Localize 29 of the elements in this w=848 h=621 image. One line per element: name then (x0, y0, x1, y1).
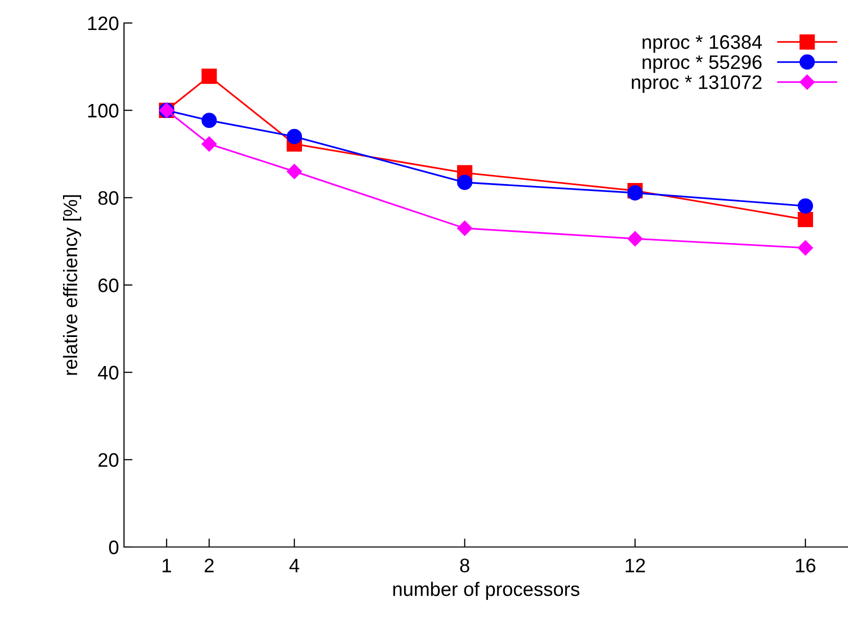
x-tick-label: 4 (289, 558, 300, 572)
point (798, 198, 814, 214)
point (286, 164, 302, 180)
y-tick-label: 120 (88, 16, 118, 30)
x-tick-label: 1 (162, 558, 172, 572)
y-tick-label: 60 (98, 278, 118, 292)
y-tick-label: 0 (109, 540, 118, 554)
x-tick-label: 8 (460, 558, 470, 572)
point (286, 128, 302, 144)
point (798, 212, 814, 228)
y-tick-label: 40 (98, 366, 118, 380)
y-axis-title: relative efficiency [%] (63, 195, 82, 375)
y-tick-label: 20 (98, 453, 118, 467)
legend-label: nproc * 131072 (632, 75, 762, 93)
y-tick-label: 80 (98, 191, 118, 205)
point (457, 174, 472, 190)
point (627, 231, 643, 246)
point (798, 240, 813, 256)
point (202, 136, 217, 152)
point (202, 112, 217, 128)
legend-label: nproc * 16384 (642, 35, 762, 53)
x-tick-label: 16 (796, 558, 816, 572)
point (202, 68, 217, 84)
x-axis-title: number of processors (393, 582, 580, 600)
x-tick-label: 12 (626, 558, 645, 572)
x-tick-label: 2 (204, 558, 214, 572)
point (457, 220, 472, 236)
legend-label: nproc * 55296 (642, 55, 762, 73)
y-tick-label: 100 (88, 104, 118, 118)
